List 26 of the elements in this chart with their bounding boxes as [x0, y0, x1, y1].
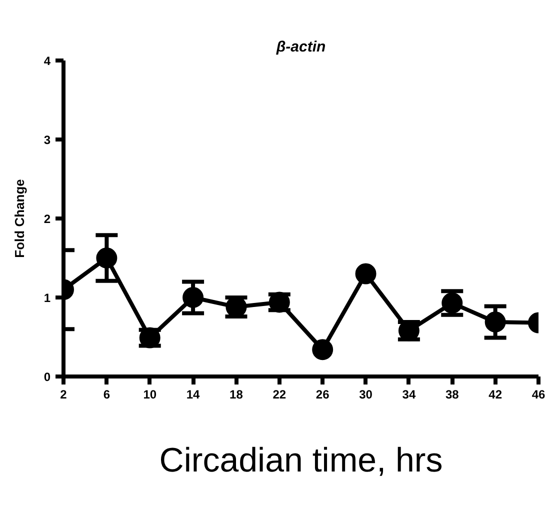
x-tick-label: 46	[532, 388, 546, 402]
x-tick-label: 10	[143, 388, 157, 402]
x-tick-label: 2	[60, 388, 68, 402]
chart-title: β-actin	[275, 38, 326, 56]
x-tick-label: 42	[488, 388, 502, 402]
x-tick-label: 26	[316, 388, 330, 402]
y-tick-label: 2	[44, 212, 51, 226]
point	[312, 339, 334, 360]
point	[355, 263, 376, 284]
y-tick-label: 1	[44, 291, 51, 305]
x-tick-label: 22	[272, 388, 286, 402]
x-tick-label: 30	[359, 388, 373, 402]
y-tick-label: 3	[44, 133, 51, 147]
x-tick-label: 14	[186, 388, 200, 402]
x-tick-label: 34	[402, 388, 416, 402]
x-tick-label: 18	[230, 388, 244, 402]
point	[96, 248, 118, 268]
x-tick-label: 38	[445, 388, 460, 402]
point	[182, 287, 204, 308]
y-axis-title: Fold Change	[12, 179, 27, 258]
point	[484, 312, 506, 332]
y-tick-label: 0	[44, 370, 51, 384]
x-axis-title: Circadian time, hrs	[159, 442, 443, 480]
y-tick-label: 4	[44, 54, 51, 68]
x-tick-label: 6	[103, 388, 110, 402]
point	[442, 292, 463, 314]
